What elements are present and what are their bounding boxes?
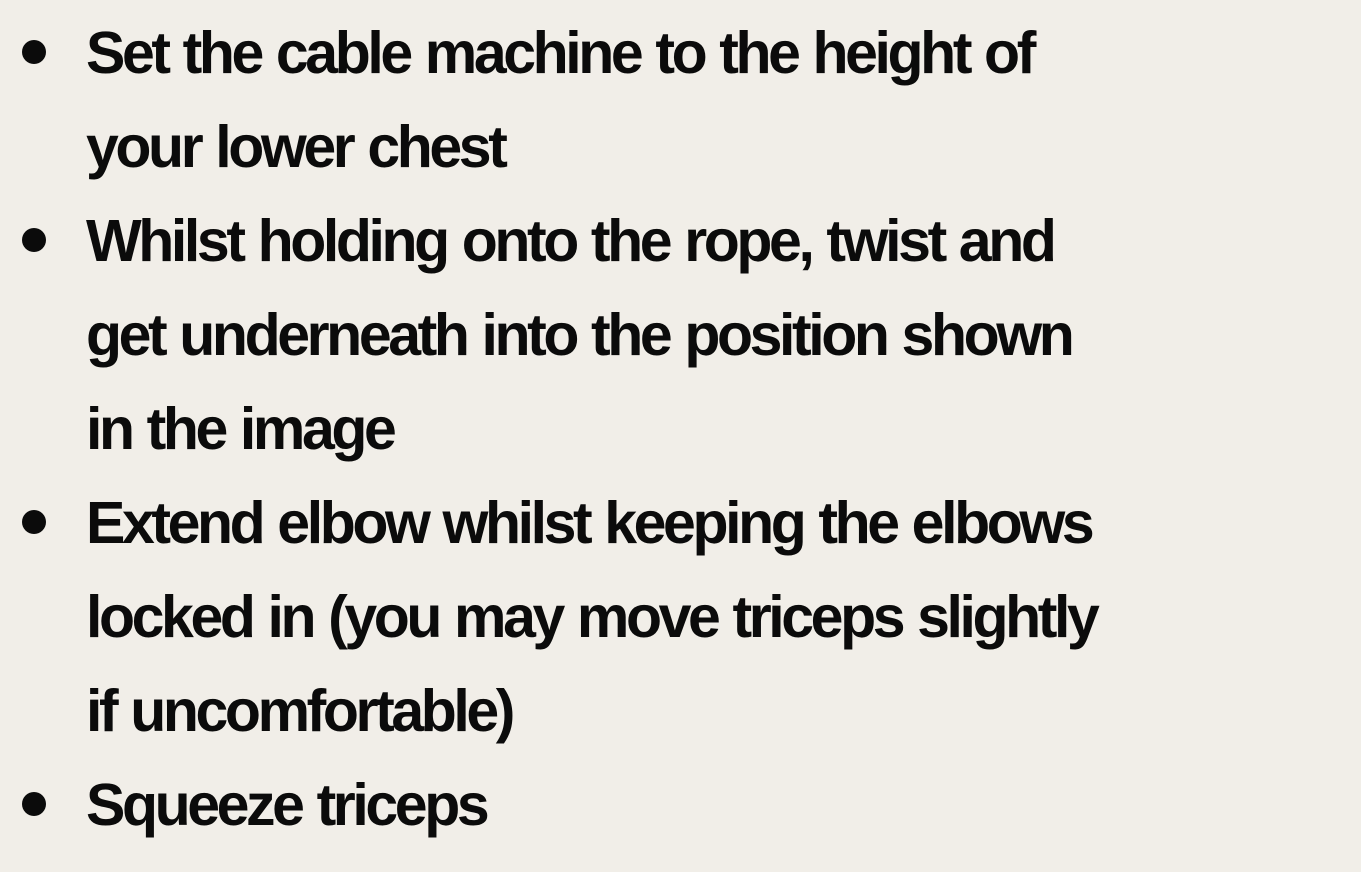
step-line: in the image — [86, 396, 397, 462]
bullet-icon — [22, 510, 46, 534]
step-line: Squeeze triceps — [86, 772, 490, 838]
list-item: Whilst holding onto the rope, twist and … — [0, 194, 1361, 476]
step-line: Whilst holding onto the rope, twist and — [86, 208, 1057, 274]
step-line: Extend elbow whilst keeping the elbows — [86, 490, 1095, 556]
bullet-icon — [22, 40, 46, 64]
list-item: Squeeze triceps — [0, 758, 1361, 852]
step-line: get underneath into the position shown — [86, 302, 1075, 368]
step-text: Squeeze triceps — [86, 758, 1361, 852]
step-line: locked in (you may move triceps slightly — [86, 584, 1100, 650]
step-line: your lower chest — [86, 114, 508, 180]
step-text: Extend elbow whilst keeping the elbows l… — [86, 476, 1361, 758]
instruction-list: Set the cable machine to the height of y… — [0, 6, 1361, 852]
list-item: Extend elbow whilst keeping the elbows l… — [0, 476, 1361, 758]
step-line: if uncomfortable) — [86, 678, 515, 744]
bullet-icon — [22, 228, 46, 252]
step-text: Set the cable machine to the height of y… — [86, 6, 1361, 194]
list-item: Set the cable machine to the height of y… — [0, 6, 1361, 194]
step-text: Whilst holding onto the rope, twist and … — [86, 194, 1361, 476]
bullet-icon — [22, 792, 46, 816]
step-line: Set the cable machine to the height of — [86, 20, 1036, 86]
